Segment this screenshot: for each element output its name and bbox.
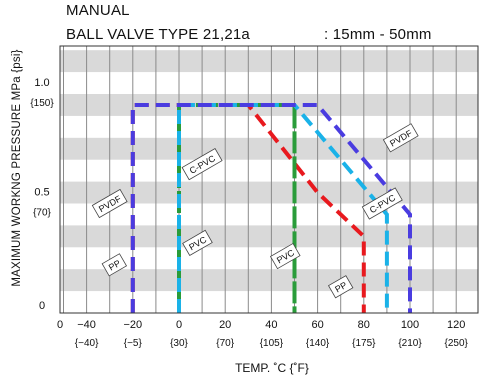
x-tick-sublabel: {30} xyxy=(170,338,188,349)
series-label: PVC xyxy=(182,229,213,257)
series-label-box xyxy=(361,187,403,220)
series-label-box xyxy=(182,229,213,257)
x-tick-sublabel: {−40} xyxy=(75,338,99,349)
band-5 xyxy=(60,50,478,73)
size-range: : 15mm - 50mm xyxy=(324,26,432,43)
x-tick-label: −40 xyxy=(77,319,96,331)
y-axis-label: MAXIMUM WORKNG PRESSURE MPa {psi} xyxy=(11,49,23,286)
x-tick-label: 100 xyxy=(401,319,419,331)
series-pvdf-line xyxy=(130,102,412,313)
background-bands xyxy=(60,50,478,292)
series-label-box xyxy=(269,242,301,270)
x-tick-label: 20 xyxy=(219,319,231,331)
y-tick-sublabel: {150} xyxy=(30,98,54,109)
y-tick-label: 1.0 xyxy=(34,77,49,89)
series-label-box xyxy=(101,253,128,277)
series-label-box xyxy=(382,123,419,153)
y-tick-label: 0.5 xyxy=(34,187,49,199)
x-tick-label: −20 xyxy=(123,319,142,331)
x-tick-sublabel: {250} xyxy=(445,338,469,349)
series-label-box xyxy=(91,188,128,219)
x-tick-sublabel: {−5} xyxy=(124,338,143,349)
x-tick-sublabel: {210} xyxy=(398,338,422,349)
x-tick-label: 40 xyxy=(265,319,277,331)
x-tick-label: 0 xyxy=(57,319,63,331)
chart-title-line2: BALL VALVE TYPE 21,21a xyxy=(66,26,250,43)
series-label: PP xyxy=(327,275,354,299)
x-axis-label: TEMP. ˚C {˚F} xyxy=(235,361,309,375)
series-label: PP xyxy=(101,253,128,277)
y-tick-sublabel: {70} xyxy=(33,208,51,219)
x-tick-label: 0 xyxy=(176,319,182,331)
x-tick-sublabel: {70} xyxy=(216,338,234,349)
x-tick-label: 80 xyxy=(358,319,370,331)
y-tick-label: 0 xyxy=(39,300,45,312)
band-1 xyxy=(60,225,478,248)
x-tick-sublabel: {175} xyxy=(352,338,376,349)
series-label: PVC xyxy=(269,242,301,270)
x-tick-sublabel: {105} xyxy=(260,338,284,349)
band-0 xyxy=(60,269,478,292)
plot-frame xyxy=(59,45,479,314)
x-tick-sublabel: {140} xyxy=(306,338,330,349)
series-label-box xyxy=(327,275,354,299)
x-tick-label: 120 xyxy=(447,319,465,331)
band-3 xyxy=(60,137,478,160)
chart-title-line1: MANUAL xyxy=(66,2,130,19)
x-tick-label: 60 xyxy=(311,319,323,331)
tick-labels: 0 −40 {−40} −20 {−5} 0 {30} 20 {70} 40 {105} 60 {140… xyxy=(30,77,468,349)
series-label-box xyxy=(181,147,223,181)
series-lines xyxy=(130,102,412,313)
